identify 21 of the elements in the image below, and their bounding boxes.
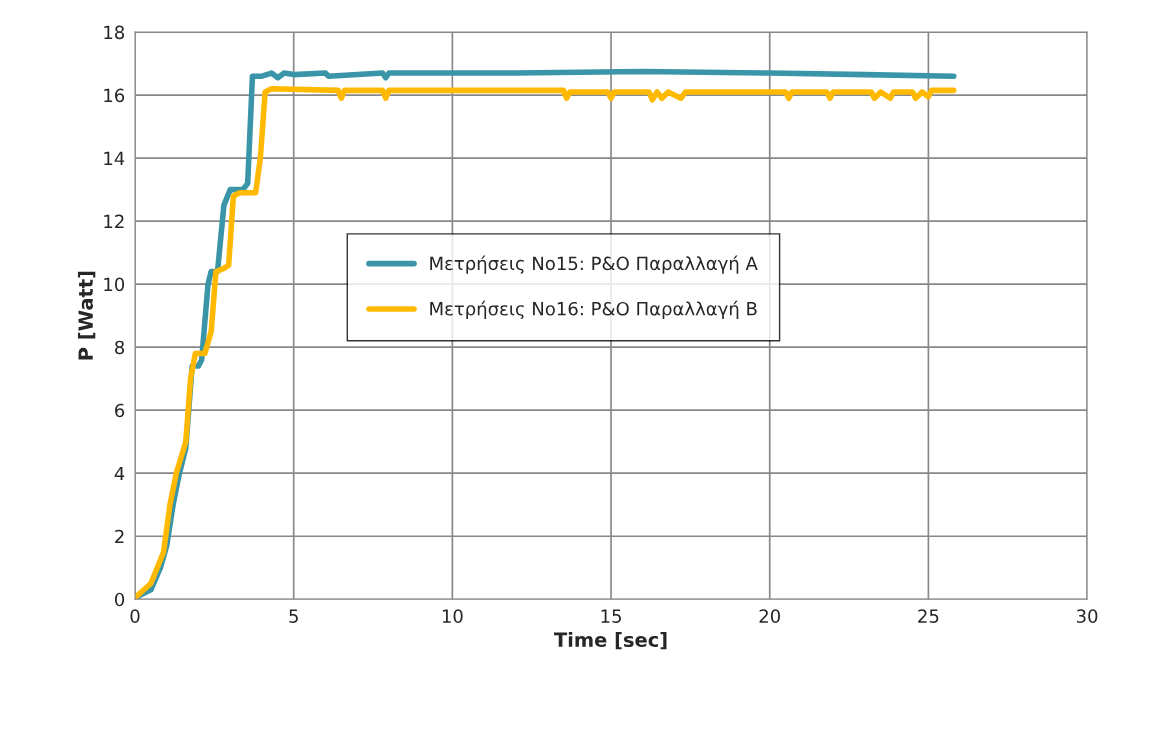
y-tick-label: 18 <box>104 25 125 40</box>
y-tick-label: 10 <box>104 277 125 292</box>
x-tick-label: 5 <box>289 609 298 623</box>
x-tick-label: 10 <box>442 609 463 623</box>
x-axis-title: Time [sec] <box>554 631 667 650</box>
x-tick-label: 20 <box>759 609 781 623</box>
y-tick-label: 12 <box>104 214 124 228</box>
legend-label: Μετρήσεις Νο16: P&O Παραλλαγή Β <box>430 300 757 320</box>
y-tick-label: 4 <box>114 466 125 481</box>
x-tick-label: 15 <box>601 609 621 623</box>
legend-label: Μετρήσεις Νο15: P&O Παραλλαγή Α <box>430 255 758 274</box>
y-tick-label: 16 <box>104 88 125 103</box>
y-tick-label: 2 <box>115 529 124 544</box>
y-tick-label: 6 <box>115 403 125 418</box>
y-axis-title: P [Watt] <box>77 271 96 360</box>
y-tick-label: 0 <box>115 592 125 607</box>
x-tick-label: 30 <box>1076 609 1098 623</box>
x-tick-label: 0 <box>130 609 140 623</box>
y-tick-label: 8 <box>115 340 125 355</box>
x-tick-label: 25 <box>918 609 939 623</box>
y-tick-label: 14 <box>104 151 125 165</box>
